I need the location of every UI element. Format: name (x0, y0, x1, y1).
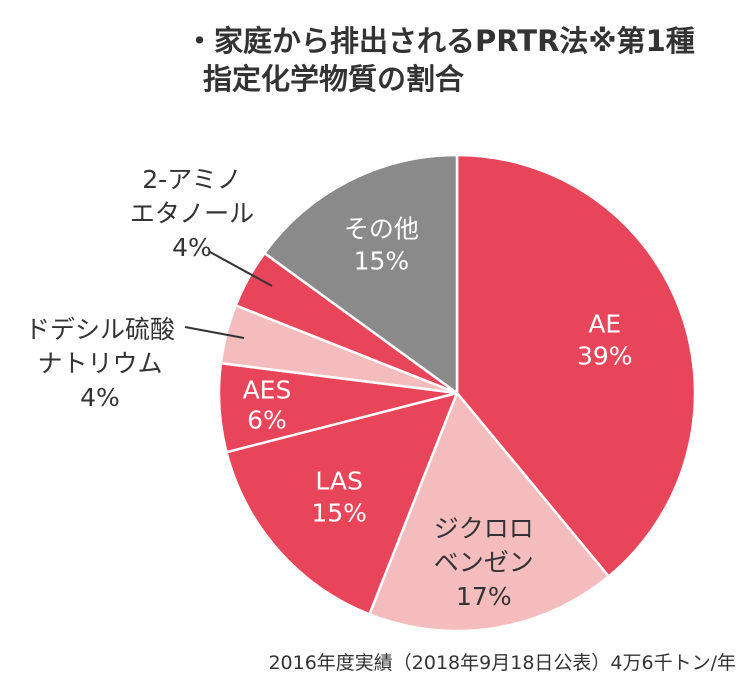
slice-aes-label: AES 6% (243, 376, 292, 435)
slice-sodium-dodecyl-sulfate-label: ドデシル硫酸ナトリウム 4% (25, 315, 175, 412)
slice-ae (455, 153, 697, 578)
slice-dichlorobenzene-label: ジクロロベンゼン 17% (434, 514, 534, 611)
pie-labels: AE 39% ジクロロベンゼン 17% LAS 15% AES 6% ドデシル硫酸ナトリウム 4%… (25, 165, 633, 611)
chart-title-line-2: 指定化学物質の割合 (203, 62, 465, 96)
slice-other (263, 153, 459, 395)
slice-las-label: LAS 15% (311, 467, 367, 528)
slice-sodium-dodecyl-sulfate-leader-line (184, 326, 245, 339)
slice-aminoethanol-leader-line (209, 251, 273, 287)
slice-ae-label: AE 39% (577, 310, 633, 371)
chart-title-line-1: ・家庭から排出されるPRTR法※第1種 (185, 24, 695, 58)
pie-slices (217, 153, 697, 633)
slice-las (225, 391, 459, 616)
slice-other-label: その他 15% (344, 214, 419, 275)
footnote: 2016年度実績（2018年9月18日公表）4万6千トン/年 (268, 652, 736, 674)
slice-dichlorobenzene (368, 391, 610, 633)
chart-title: ・家庭から排出されるPRTR法※第1種 指定化学物質の割合 (185, 22, 695, 98)
slice-aminoethanol-label: 2-アミノエタノール 4% (130, 165, 254, 262)
